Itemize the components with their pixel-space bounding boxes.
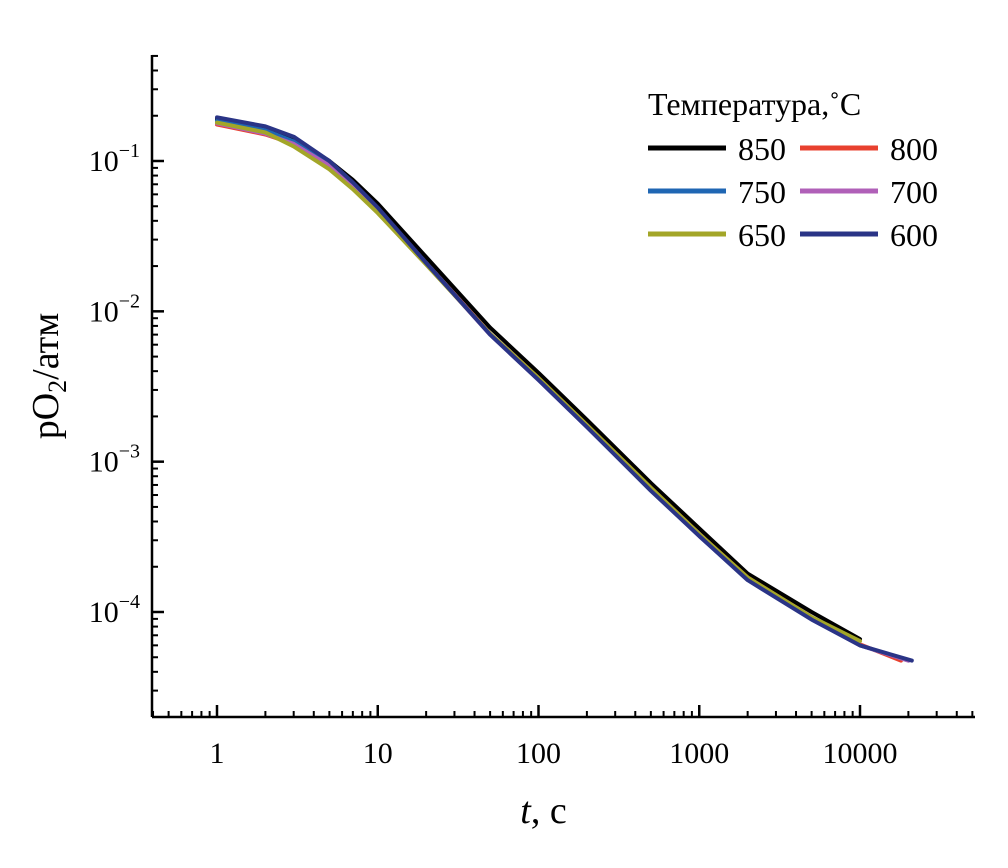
y-axis-title: pO2/атм (25, 313, 72, 440)
series-line-750 (215, 118, 911, 663)
legend-label-650: 650 (738, 217, 786, 253)
series-line-700 (215, 121, 911, 663)
y-tick-label: 10−3 (89, 441, 140, 479)
y-axis-title-unit: /атм (25, 313, 67, 380)
legend-label-700: 700 (890, 174, 938, 210)
x-tick-label: 10000 (823, 737, 898, 770)
plot-area: 1 10 100 1000 10000 10−1 10−2 10−3 10−4 (89, 54, 975, 770)
y-tick-label: 10−1 (89, 140, 140, 178)
series-lines (215, 115, 914, 663)
x-axis-title-var: t (520, 790, 532, 832)
legend-label-800: 800 (890, 131, 938, 167)
x-axis-title-unit: , с (531, 790, 567, 832)
y-axis-title-main: pO (25, 393, 67, 439)
legend-title: Температура,˚C (648, 86, 861, 122)
legend-label-600: 600 (890, 217, 938, 253)
y-tick-label: 10−2 (89, 290, 140, 328)
y-tick-label: 10−4 (89, 591, 140, 629)
legend-label-750: 750 (738, 174, 786, 210)
y-axis-title-subscript: 2 (43, 380, 72, 393)
x-tick-label: 10 (363, 737, 393, 770)
x-tick-label: 1000 (669, 737, 729, 770)
x-tick-label: 100 (516, 737, 561, 770)
legend-label-850: 850 (738, 131, 786, 167)
axis-ticks: 1 10 100 1000 10000 10−1 10−2 10−3 10−4 (89, 54, 974, 770)
series-line-600 (215, 115, 914, 663)
x-tick-label: 1 (210, 737, 225, 770)
x-axis-title: t, с (520, 790, 566, 832)
legend: Температура,˚C 850 800 750 700 650 600 (648, 86, 938, 253)
